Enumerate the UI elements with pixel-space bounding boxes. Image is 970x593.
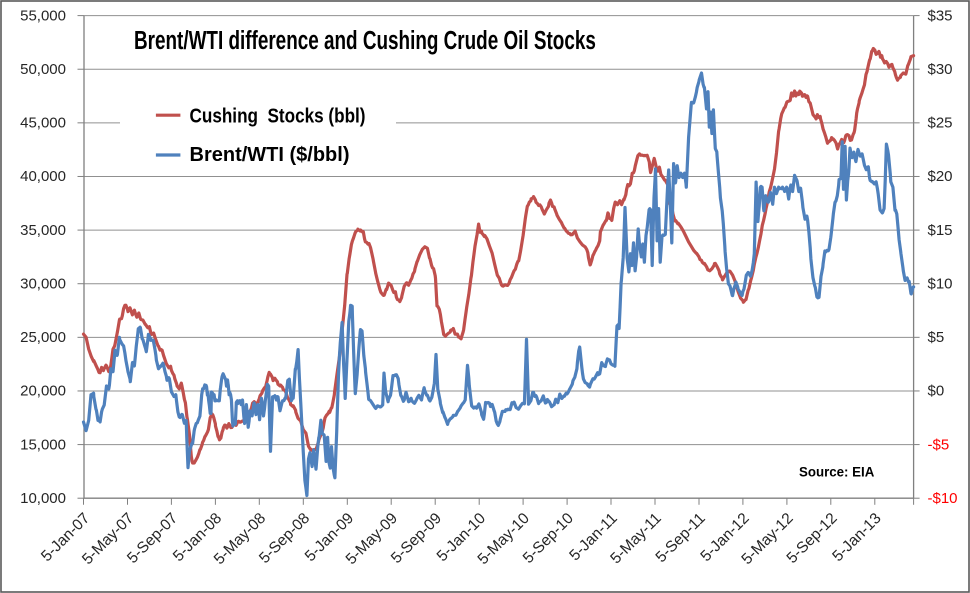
svg-text:40,000: 40,000 bbox=[20, 168, 66, 185]
svg-text:$0: $0 bbox=[928, 383, 945, 400]
svg-text:10,000: 10,000 bbox=[20, 490, 66, 507]
svg-text:Brent/WTI difference and Cushi: Brent/WTI difference and Cushing Crude O… bbox=[134, 25, 596, 55]
svg-text:$5: $5 bbox=[928, 329, 945, 346]
svg-text:$15: $15 bbox=[928, 222, 953, 239]
svg-text:-$5: -$5 bbox=[928, 436, 950, 453]
svg-text:$35: $35 bbox=[928, 7, 953, 24]
svg-text:$25: $25 bbox=[928, 115, 953, 132]
svg-text:Source: EIA: Source: EIA bbox=[799, 464, 874, 479]
svg-text:55,000: 55,000 bbox=[20, 7, 66, 24]
svg-text:-$10: -$10 bbox=[928, 490, 958, 507]
svg-text:50,000: 50,000 bbox=[20, 61, 66, 78]
svg-text:15,000: 15,000 bbox=[20, 436, 66, 453]
svg-text:$30: $30 bbox=[928, 61, 953, 78]
svg-text:30,000: 30,000 bbox=[20, 275, 66, 292]
svg-text:25,000: 25,000 bbox=[20, 329, 66, 346]
svg-text:35,000: 35,000 bbox=[20, 222, 66, 239]
svg-text:$10: $10 bbox=[928, 275, 953, 292]
svg-text:Cushing Stocks (bbl): Cushing Stocks (bbl) bbox=[190, 104, 366, 127]
svg-text:$20: $20 bbox=[928, 168, 953, 185]
svg-text:Brent/WTI ($/bbl): Brent/WTI ($/bbl) bbox=[190, 144, 350, 166]
svg-text:20,000: 20,000 bbox=[20, 383, 66, 400]
svg-text:45,000: 45,000 bbox=[20, 115, 66, 132]
